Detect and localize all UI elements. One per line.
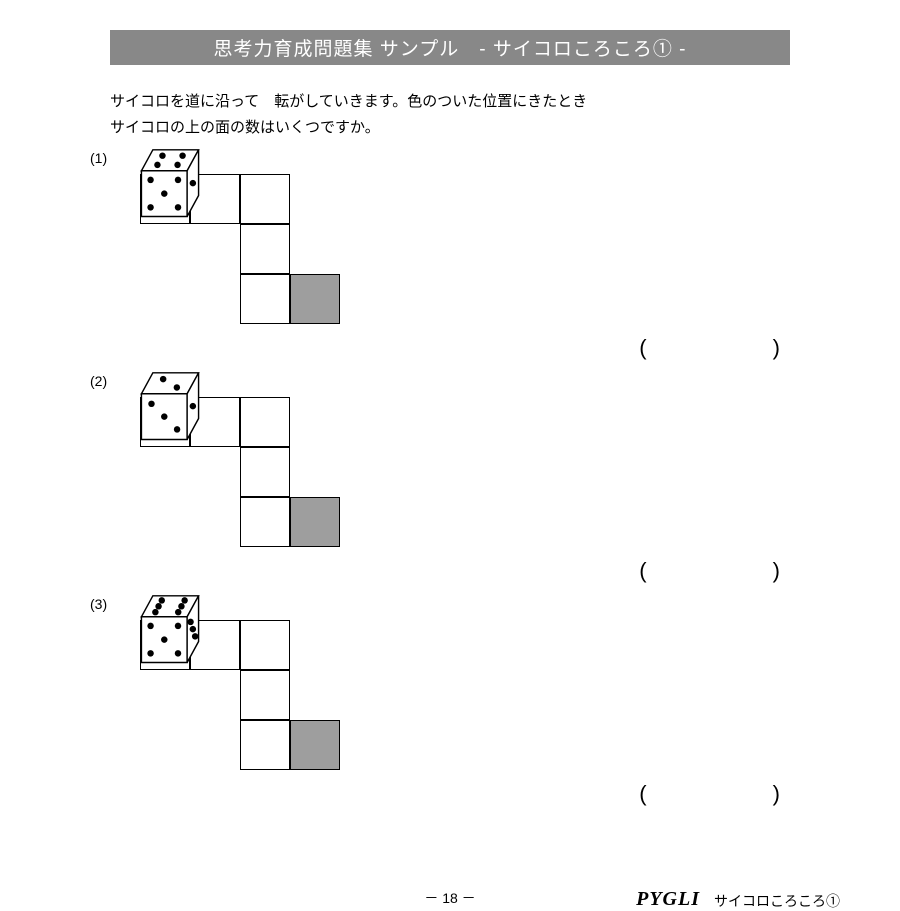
answer-blank[interactable]: [639, 558, 780, 584]
path-cell: [240, 397, 290, 447]
question-number: (1): [90, 150, 107, 166]
path-cell: [240, 274, 290, 324]
question-number: (2): [90, 373, 107, 389]
path-cell: [240, 620, 290, 670]
path-cell: [240, 720, 290, 770]
answer-blank[interactable]: [639, 781, 780, 807]
footer-subtitle: サイコロころころ①: [714, 891, 840, 911]
problem: (2): [90, 373, 810, 596]
dice-icon: [130, 369, 210, 449]
target-cell: [290, 720, 340, 770]
path-cell: [240, 670, 290, 720]
problem: (1): [90, 150, 810, 373]
page-title: 思考力育成問題集 サンプル - サイコロころころ① -: [110, 30, 790, 65]
instruction-line2: サイコロの上の面の数はいくつですか。: [110, 119, 380, 136]
path-cell: [240, 497, 290, 547]
path-cell: [240, 447, 290, 497]
target-cell: [290, 274, 340, 324]
dice-icon: [130, 146, 210, 226]
problems-container: (1) (2) (3): [90, 150, 810, 819]
answer-blank[interactable]: [639, 335, 780, 361]
path-cell: [240, 174, 290, 224]
question-number: (3): [90, 596, 107, 612]
path-cell: [240, 224, 290, 274]
instruction-line1: サイコロを道に沿って 転がしていきます。色のついた位置にきたとき: [110, 93, 587, 110]
instruction-text: サイコロを道に沿って 転がしていきます。色のついた位置にきたとき サイコロの上の…: [110, 89, 790, 140]
dice-icon: [130, 592, 210, 672]
page-number: － 18 －: [424, 888, 475, 908]
problem: (3): [90, 596, 810, 819]
target-cell: [290, 497, 340, 547]
